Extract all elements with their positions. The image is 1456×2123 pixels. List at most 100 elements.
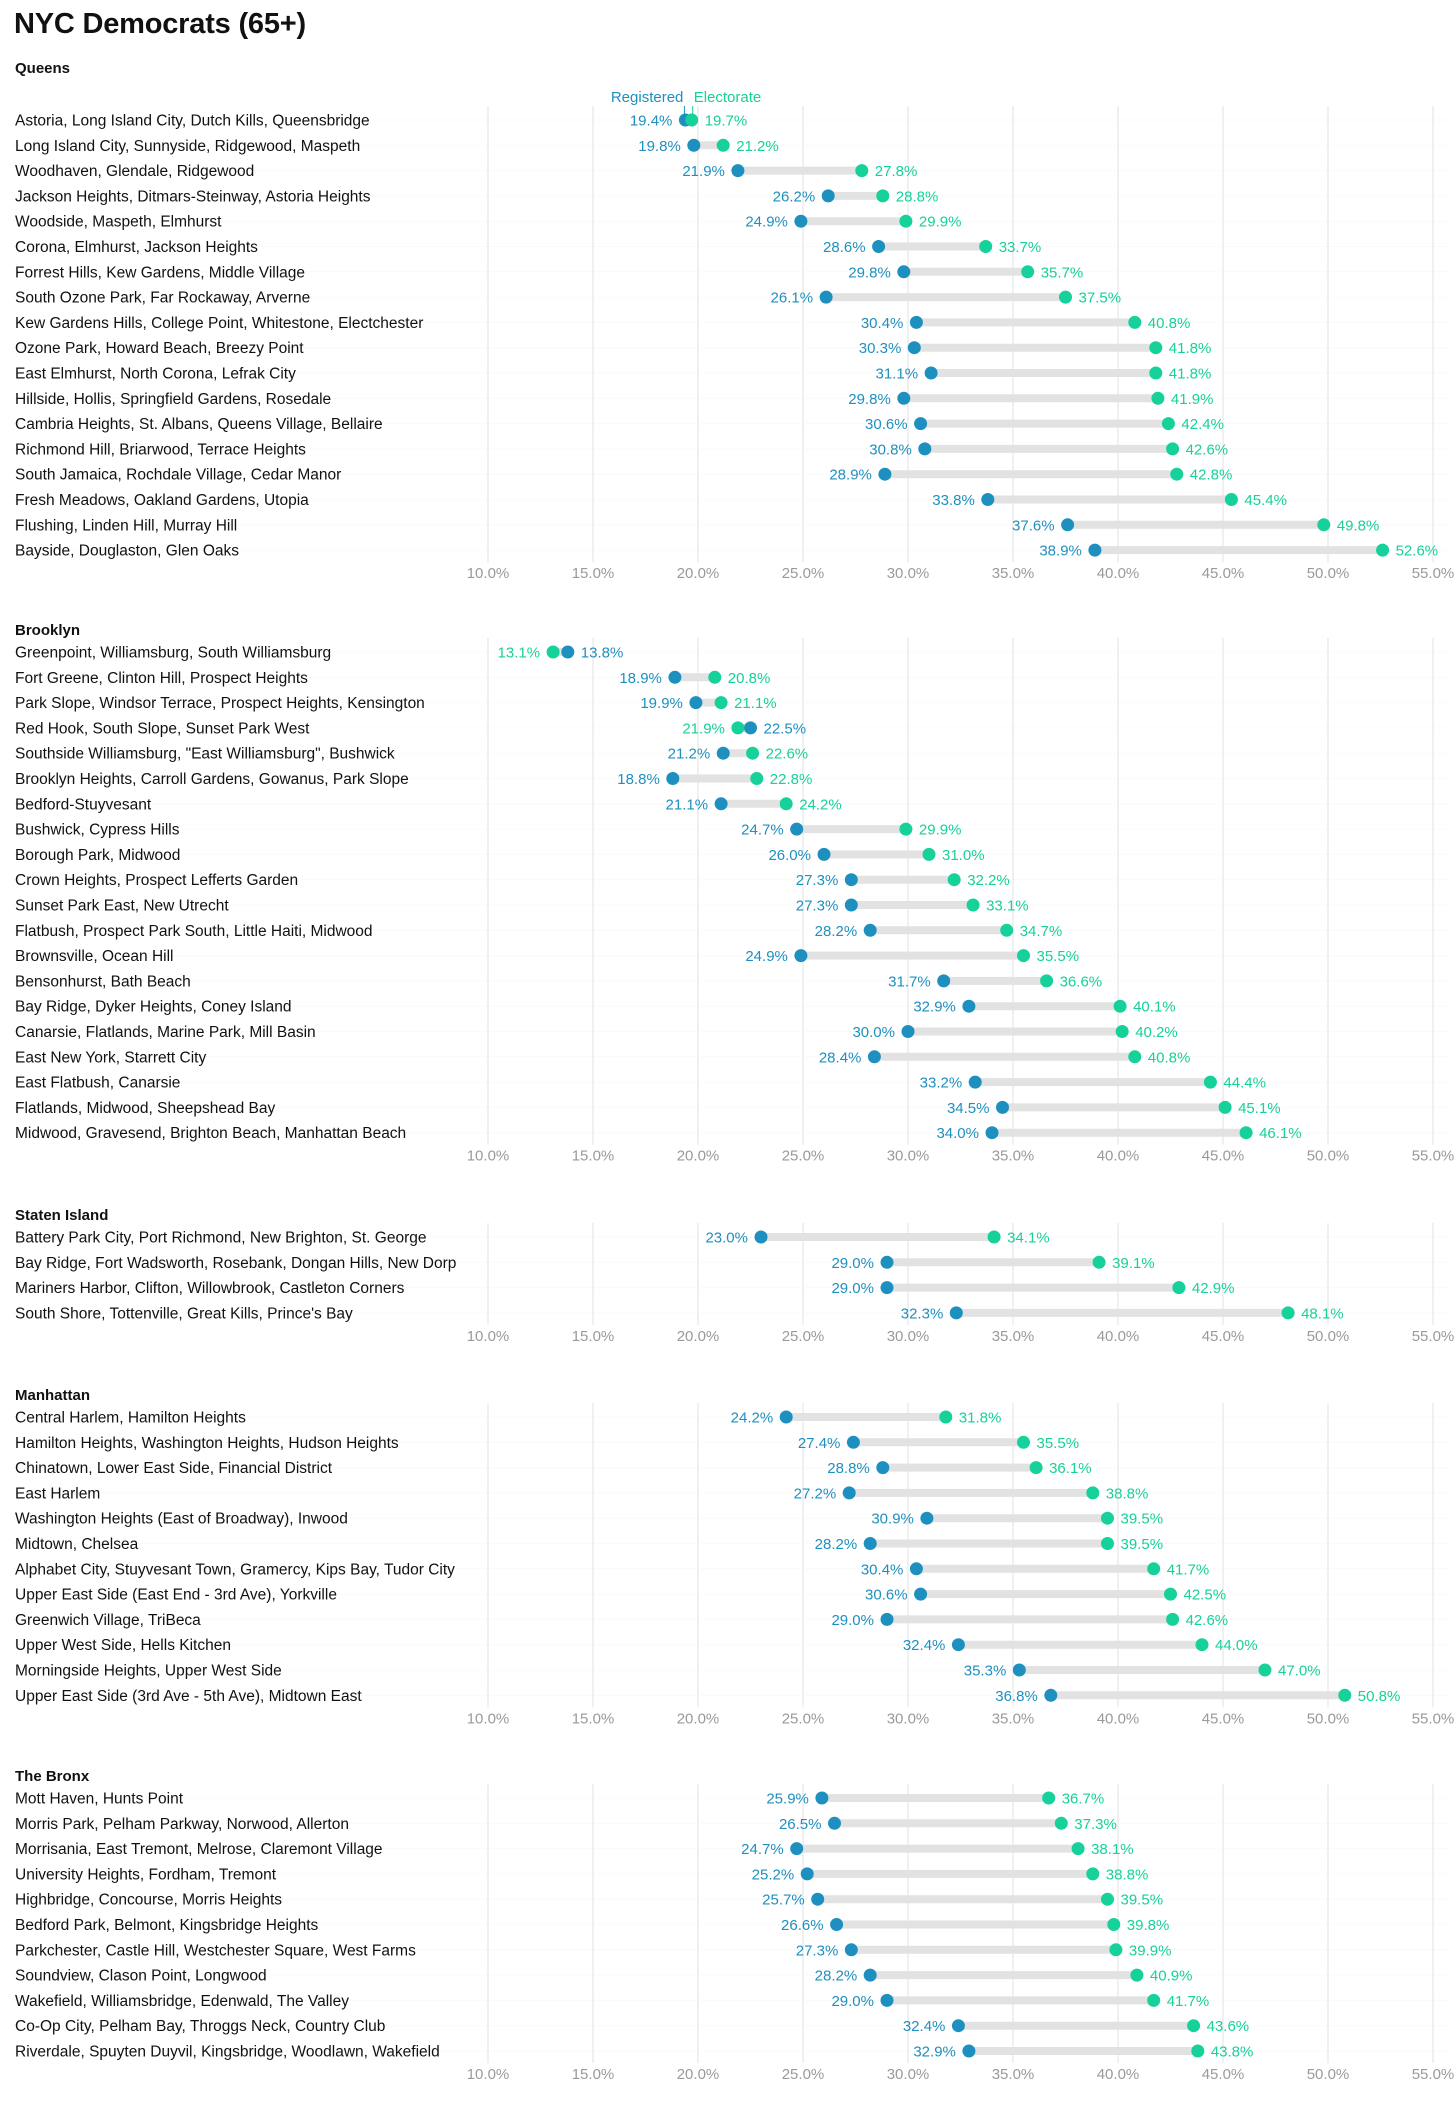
row-label: Bedford Park, Belmont, Kingsbridge Heigh… [15,1917,319,1934]
dumbbell-row: Flatlands, Midwood, Sheepshead Bay 34.5% 4… [14,1100,1447,1117]
row-label: Bedford-Stuyvesant [15,796,152,813]
registered-value-label: 28.2% [815,923,858,940]
registered-dot [907,341,921,355]
row-label: Kew Gardens Hills, College Point, Whites… [15,315,423,332]
dumbbell-row: Fort Greene, Clinton Hill, Prospect Heig… [14,670,1447,687]
dumbbell-row: Astoria, Long Island City, Dutch Kills, … [14,113,1447,130]
dumbbell-row: Corona, Elmhurst, Jackson Heights 28.6% 33… [14,239,1447,256]
registered-dot [811,1892,825,1906]
dumbbell-row: Woodside, Maspeth, Elmhurst 24.9% 29.9% [14,214,1447,231]
electorate-dot [947,873,961,887]
x-tick-label: 20.0% [677,2066,720,2083]
registered-value-label: 26.0% [768,847,811,864]
electorate-dot [1149,366,1163,380]
row-label: Riverdale, Spuyten Duyvil, Kingsbridge, … [15,2044,440,2061]
x-tick-label: 40.0% [1097,1148,1140,1165]
electorate-value-label: 24.2% [799,796,842,813]
registered-value-label: 33.2% [920,1075,963,1092]
dumbbell-row: East Harlem 27.2% 38.8% [14,1485,1447,1502]
dumbbell-row: Bedford Park, Belmont, Kingsbridge Heigh… [14,1917,1447,1934]
registered-dot [901,1025,915,1038]
row-label: Midwood, Gravesend, Brighton Beach, Manh… [15,1125,406,1142]
registered-value-label: 30.8% [869,441,912,458]
x-tick-label: 55.0% [1412,2066,1455,2083]
electorate-value-label: 52.6% [1396,543,1439,560]
dumbbell-row: Borough Park, Midwood 26.0% 31.0% [14,847,1447,864]
row-label: Forrest Hills, Kew Gardens, Middle Villa… [15,264,305,281]
electorate-dot [1086,1867,1100,1881]
row-label: Woodside, Maspeth, Elmhurst [15,214,222,231]
registered-value-label: 32.9% [913,999,956,1016]
electorate-value-label: 38.8% [1106,1485,1149,1502]
electorate-dot [1218,1100,1232,1114]
electorate-value-label: 22.8% [770,771,813,788]
registered-value-label: 28.2% [815,1968,858,1985]
x-tick-label: 15.0% [572,2066,615,2083]
registered-value-label: 38.9% [1039,543,1082,560]
x-tick-label: 55.0% [1412,565,1455,582]
dumbbell-row: Hamilton Heights, Washington Heights, Hu… [14,1435,1447,1452]
electorate-value-label: 34.1% [1007,1230,1050,1247]
electorate-dot [1086,1486,1100,1500]
registered-dot [754,1230,768,1244]
row-label: Cambria Heights, St. Albans, Queens Vill… [15,416,383,433]
registered-dot [920,1511,934,1525]
row-label: Bayside, Douglaston, Glen Oaks [15,543,239,560]
electorate-dot [716,138,730,152]
row-label: Brooklyn Heights, Carroll Gardens, Gowan… [15,771,409,788]
registered-value-label: 26.2% [773,188,816,205]
registered-value-label: 21.1% [666,796,709,813]
registered-dot [863,1537,877,1550]
dumbbell-row: Sunset Park East, New Utrecht 27.3% 33.1% [14,898,1447,915]
registered-dot [880,1255,894,1269]
electorate-dot [1000,923,1014,937]
row-label: Morningside Heights, Upper West Side [15,1663,282,1680]
row-label: Crown Heights, Prospect Lefferts Garden [15,872,298,889]
electorate-dot [731,721,745,735]
registered-dot [844,898,858,912]
x-tick-label: 55.0% [1412,1148,1455,1165]
row-label: Mariners Harbor, Clifton, Willowbrook, C… [15,1280,405,1297]
row-label: Greenwich Village, TriBeca [15,1612,201,1629]
electorate-value-label: 21.9% [682,720,725,737]
dumbbell-row: Bensonhurst, Bath Beach 31.7% 36.6% [14,973,1447,990]
row-label: Co-Op City, Pelham Bay, Throggs Neck, Co… [15,2018,385,2035]
registered-value-label: 29.0% [831,1255,874,1272]
electorate-value-label: 36.6% [1060,973,1103,990]
electorate-dot [1115,1025,1129,1038]
dumbbell-row: Richmond Hill, Briarwood, Terrace Height… [14,441,1447,458]
registered-dot [790,822,804,836]
x-tick-label: 25.0% [782,565,825,582]
x-tick-label: 40.0% [1097,2066,1140,2083]
registered-value-label: 29.8% [848,391,891,408]
x-tick-label: 15.0% [572,1148,615,1165]
electorate-value-label: 35.5% [1037,1435,1080,1452]
registered-value-label: 27.2% [794,1485,837,1502]
registered-dot [687,138,701,152]
electorate-value-label: 50.8% [1358,1688,1401,1705]
dumbbell-row: Alphabet City, Stuyvesant Town, Gramercy… [14,1561,1447,1578]
row-label: Battery Park City, Port Richmond, New Br… [15,1230,426,1247]
electorate-value-label: 44.4% [1223,1075,1266,1092]
electorate-dot [1149,341,1163,355]
electorate-value-label: 40.1% [1133,999,1176,1016]
row-label: Astoria, Long Island City, Dutch Kills, … [15,113,370,130]
row-label: Alphabet City, Stuyvesant Town, Gramercy… [15,1561,455,1578]
row-label: Fort Greene, Clinton Hill, Prospect Heig… [15,670,308,687]
electorate-value-label: 46.1% [1259,1125,1302,1142]
registered-dot [1088,543,1102,557]
dumbbell-row: Bay Ridge, Fort Wadsworth, Rosebank, Don… [14,1255,1447,1272]
electorate-dot [1042,1791,1056,1805]
x-tick-label: 45.0% [1202,2066,1245,2083]
panel-the-bronx: The Bronx 10.0% 15.0% 20.0% 25.0% 30.0% 35.0% 4… [14,1768,1454,2083]
x-tick-label: 25.0% [782,1328,825,1345]
dumbbell-row: Woodhaven, Glendale, Ridgewood 21.9% 27.8% [14,163,1447,180]
registered-dot [1012,1663,1026,1677]
dumbbell-row: Upper East Side (3rd Ave - 5th Ave), Mid… [14,1688,1447,1705]
electorate-dot [1071,1842,1085,1856]
row-label: East New York, Starrett City [15,1049,206,1066]
electorate-dot [1224,493,1238,506]
registered-dot [951,2019,965,2033]
x-tick-label: 50.0% [1307,565,1350,582]
electorate-value-label: 40.9% [1150,1968,1193,1985]
